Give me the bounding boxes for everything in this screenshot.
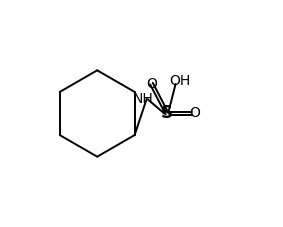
Text: O: O [146,76,157,91]
Text: OH: OH [169,74,190,88]
Text: S: S [161,104,173,123]
Text: NH: NH [132,92,153,106]
Text: O: O [189,106,200,121]
